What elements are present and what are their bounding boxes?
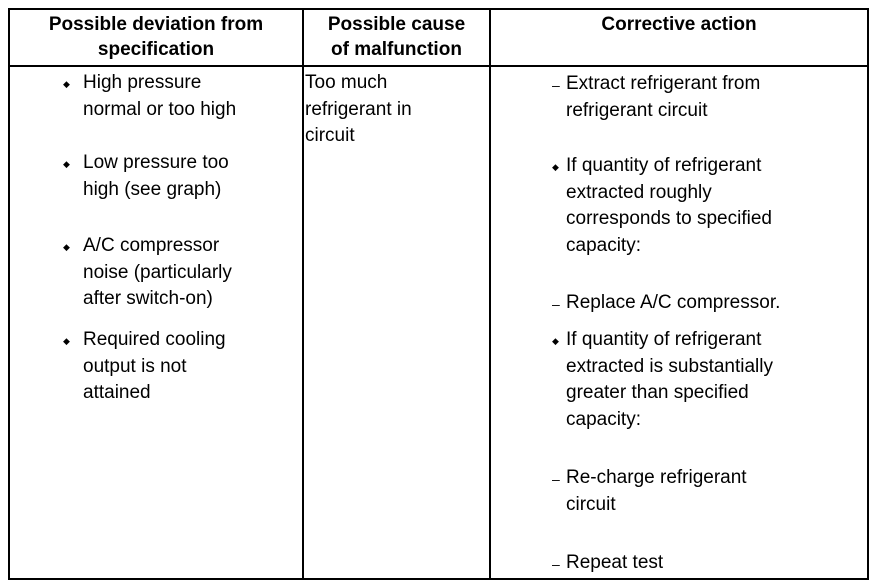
list-item: If quantity of refrigerant extracted rou… xyxy=(566,155,772,256)
diamond-bullet-icon: ◆ xyxy=(552,162,559,172)
list-item: Replace A/C compressor. xyxy=(566,292,781,313)
list-item: Required cooling output is not attained xyxy=(83,329,226,403)
column-divider xyxy=(302,8,304,580)
list-item: Extract refrigerant from refrigerant cir… xyxy=(566,73,761,121)
dash-bullet-icon: – xyxy=(552,77,560,93)
header-divider xyxy=(8,65,869,67)
list-item: High pressure normal or too high xyxy=(83,72,237,120)
diamond-bullet-icon: ◆ xyxy=(63,159,70,169)
list-item: Low pressure too high (see graph) xyxy=(83,152,229,200)
list-item: A/C compressor noise (particularly after… xyxy=(83,235,232,309)
column-divider xyxy=(489,8,491,580)
header-action: Corrective action xyxy=(601,14,757,35)
dash-bullet-icon: – xyxy=(552,471,560,487)
diamond-bullet-icon: ◆ xyxy=(552,336,559,346)
header-cause: Possible cause of malfunction xyxy=(327,14,466,60)
list-item: Re-charge refrigerant circuit xyxy=(566,467,747,515)
list-item: If quantity of refrigerant extracted is … xyxy=(566,329,773,430)
cause-text: Too much refrigerant in circuit xyxy=(305,72,412,146)
diamond-bullet-icon: ◆ xyxy=(63,336,70,346)
header-deviation: Possible deviation from specification xyxy=(48,14,264,60)
diagnosis-table xyxy=(8,8,869,580)
list-item: Repeat test xyxy=(566,552,664,573)
dash-bullet-icon: – xyxy=(552,556,560,572)
dash-bullet-icon: – xyxy=(552,296,560,312)
diamond-bullet-icon: ◆ xyxy=(63,242,70,252)
diamond-bullet-icon: ◆ xyxy=(63,79,70,89)
